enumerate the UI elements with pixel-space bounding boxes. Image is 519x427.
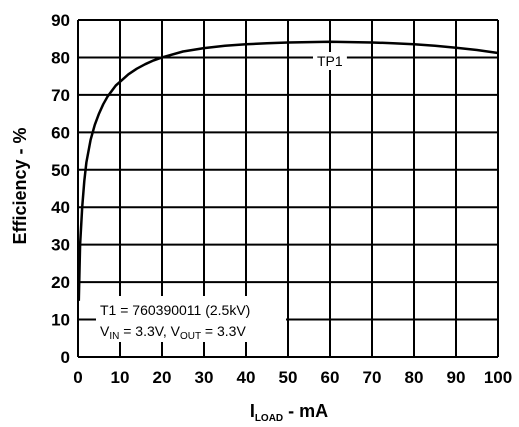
x-tick-label-90: 90 [447, 368, 466, 387]
x-tick-label-30: 30 [195, 368, 214, 387]
x-tick-label-10: 10 [111, 368, 130, 387]
x-tick-label-0: 0 [73, 368, 82, 387]
x-tick-label-100: 100 [484, 368, 512, 387]
x-tick-label-20: 20 [153, 368, 172, 387]
y-tick-label-40: 40 [51, 198, 70, 217]
x-tick-label-60: 60 [321, 368, 340, 387]
y-tick-label-90: 90 [51, 11, 70, 30]
y-axis-title: Efficiency - % [10, 127, 30, 244]
y-tick-label-10: 10 [51, 311, 70, 330]
x-tick-label-80: 80 [405, 368, 424, 387]
x-tick-labels: 0 10 20 30 40 50 60 70 80 90 100 [73, 368, 512, 387]
y-tick-label-30: 30 [51, 236, 70, 255]
series-label: TP1 [317, 53, 343, 69]
series-label-background [313, 52, 347, 70]
y-tick-label-0: 0 [61, 348, 70, 367]
y-tick-label-70: 70 [51, 86, 70, 105]
y-tick-label-80: 80 [51, 48, 70, 67]
y-tick-label-50: 50 [51, 161, 70, 180]
x-axis-title: ILOAD - mA [250, 401, 328, 424]
annotation-box [96, 296, 286, 342]
x-tick-label-50: 50 [279, 368, 298, 387]
grid [77, 19, 499, 358]
y-tick-label-60: 60 [51, 123, 70, 142]
annotation-line-1: T1 = 760390011 (2.5kV) [100, 302, 250, 318]
x-tick-label-40: 40 [237, 368, 256, 387]
annotation-line-2: VIN = 3.3V, VOUT = 3.3V [100, 323, 246, 342]
x-tick-label-70: 70 [363, 368, 382, 387]
series-line-TP1 [77, 40, 499, 301]
y-tick-labels: 0 10 20 30 40 50 60 70 80 90 [51, 11, 70, 367]
series-line [77, 40, 499, 301]
y-tick-label-20: 20 [51, 273, 70, 292]
